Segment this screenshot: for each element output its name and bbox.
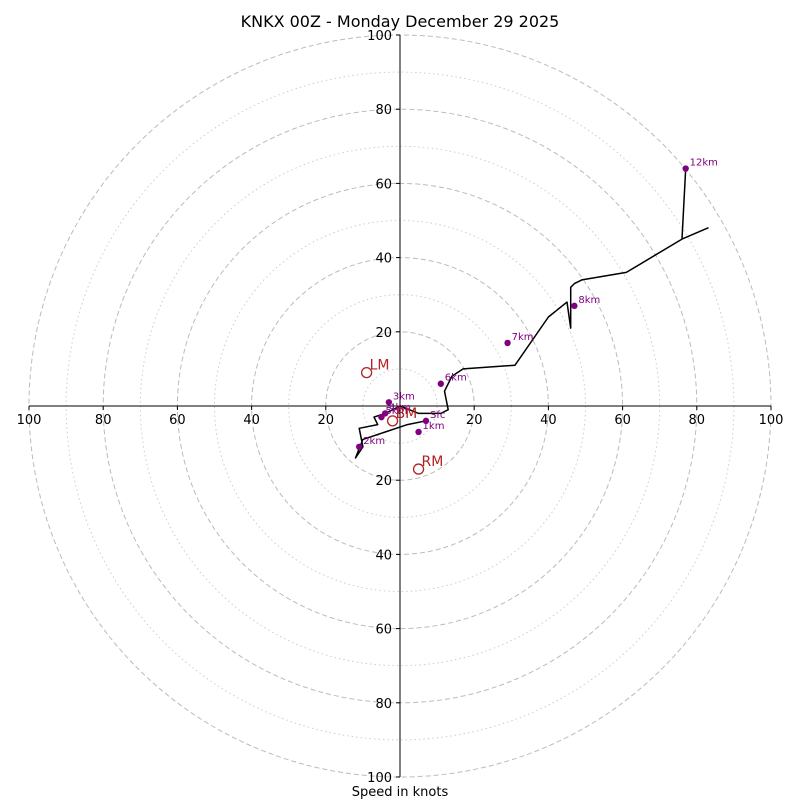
x-tick-label: 100: [17, 413, 42, 428]
y-tick-label: 20: [375, 474, 392, 489]
height-label-12km: 12km: [690, 158, 718, 169]
height-point-7km: [504, 339, 511, 347]
hodograph-trace: [354, 168, 709, 459]
height-point-1km: [415, 428, 422, 436]
height-label-3km: 3km: [393, 391, 415, 402]
height-point-6km: [437, 380, 445, 387]
x-tick-label: 20: [466, 413, 483, 428]
y-tick-label: 80: [375, 697, 392, 712]
x-tick-label: 60: [614, 413, 631, 428]
x-tick-label: 80: [689, 413, 706, 428]
y-tick-label: 60: [375, 177, 392, 192]
y-tick-label: 40: [375, 252, 392, 267]
y-tick-label: 80: [375, 103, 392, 118]
height-label-5km: 5km: [385, 406, 407, 417]
height-point-8km: [571, 302, 578, 310]
x-tick-label: 40: [540, 413, 557, 428]
height-point-Sfc: [422, 417, 430, 425]
chart-title: KNKX 00Z - Monday December 29 2025: [241, 12, 560, 31]
height-label-8km: 8km: [578, 295, 600, 306]
x-tick-label: 20: [318, 413, 335, 428]
storm-motion-label-RM: RM: [422, 454, 444, 470]
storm-motion-RM: [412, 463, 425, 475]
height-point-12km: [682, 165, 689, 172]
x-tick-label: 60: [169, 413, 186, 428]
height-label-Sfc: Sfc: [430, 410, 445, 421]
x-tick-label: 80: [95, 413, 112, 428]
x-tick-label: 40: [243, 413, 260, 428]
x-axis-label: Speed in knots: [352, 785, 449, 800]
height-point-3km: [385, 399, 393, 406]
storm-motion-BM: [386, 415, 399, 427]
height-label-2km: 2km: [363, 436, 385, 447]
x-tick-label: 100: [759, 413, 784, 428]
storm-motion-label-LM: LM: [370, 358, 390, 374]
height-point-2km: [355, 443, 363, 451]
storm-motion-LM: [360, 366, 373, 379]
y-tick-label: 60: [375, 623, 392, 638]
storm-motion-label-BM: BM: [396, 406, 418, 422]
height-label-7km: 7km: [512, 332, 534, 343]
height-point-5km: [378, 413, 385, 421]
y-tick-label: 100: [367, 29, 392, 44]
wind-trace-line: [354, 168, 709, 459]
height-label-4km: 4km: [389, 402, 411, 413]
height-label-1km: 1km: [423, 421, 445, 432]
tick-labels: 100 100 80 80 60 60 40 40 20 20 20 20 40 40 60 60 80 80 10…: [17, 29, 784, 786]
height-label-6km: 6km: [445, 373, 467, 384]
y-tick-label: 40: [375, 548, 392, 563]
storm-motion-markers: LM RM BM: [360, 358, 444, 475]
y-tick-label: 100: [367, 771, 392, 786]
y-tick-label: 20: [375, 326, 392, 341]
